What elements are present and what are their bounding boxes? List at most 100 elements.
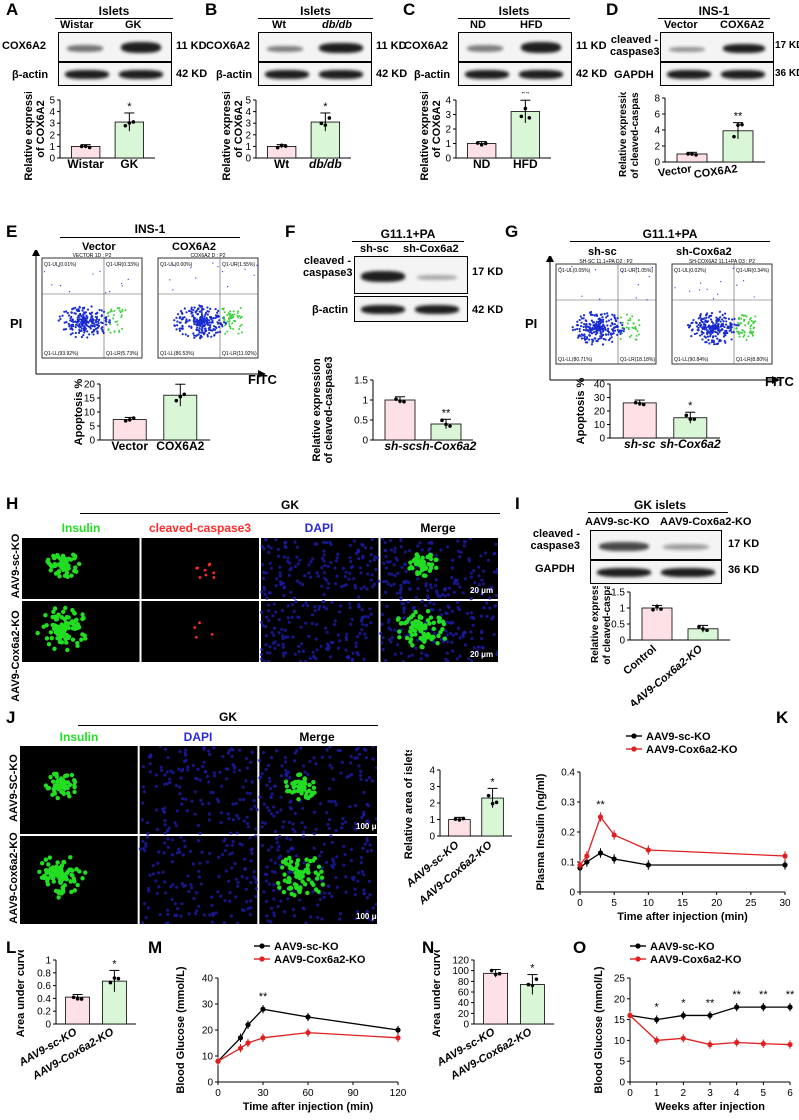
- nucleus: [369, 552, 373, 557]
- nucleus: [228, 891, 232, 895]
- panel-label-L: L: [6, 938, 17, 957]
- event-dot: [216, 311, 219, 314]
- nucleus: [269, 795, 273, 800]
- nucleus: [475, 649, 479, 653]
- nucleus: [374, 567, 378, 572]
- insulin-cell: [67, 794, 72, 799]
- nucleus: [326, 884, 331, 888]
- nucleus: [480, 592, 484, 596]
- nucleus: [265, 650, 269, 655]
- data-point: [275, 145, 280, 150]
- flow-plot: [671, 263, 773, 365]
- event-dot: [694, 321, 698, 324]
- nucleus: [368, 607, 372, 611]
- nucleus: [349, 858, 353, 863]
- insulin-cell: [52, 555, 57, 561]
- nucleus: [229, 831, 233, 835]
- event-dot: [104, 319, 107, 322]
- y-tick-label: 0: [89, 436, 95, 447]
- insulin-cell: [83, 870, 88, 875]
- insulin-cell: [41, 873, 47, 879]
- insulin-cell: [440, 627, 445, 632]
- blot-F-1: [354, 256, 468, 294]
- event-dot: [696, 325, 699, 328]
- nucleus: [332, 862, 336, 867]
- nucleus: [399, 583, 403, 588]
- nucleus: [330, 894, 334, 899]
- nucleus: [146, 832, 150, 836]
- insulin-cell: [63, 556, 68, 562]
- nucleus: [248, 913, 252, 917]
- blot-D-2: [660, 62, 774, 86]
- event-dot: [706, 332, 709, 336]
- event-dot: [674, 287, 676, 289]
- event-dot-green: [637, 319, 640, 322]
- nucleus: [340, 826, 344, 830]
- y-tick-label: 100: [452, 966, 469, 977]
- insulin-cell: [282, 878, 288, 883]
- insulin-cell: [44, 636, 50, 641]
- nucleus: [321, 600, 325, 604]
- event-dot-green: [238, 315, 241, 318]
- event-dot: [602, 323, 605, 326]
- nucleus: [281, 642, 285, 646]
- nucleus: [402, 607, 406, 611]
- nucleus: [399, 545, 403, 549]
- y-tick-label: 15: [614, 1015, 626, 1026]
- nucleus: [347, 774, 352, 778]
- event-dot: [173, 324, 176, 327]
- nucleus: [354, 641, 358, 645]
- nucleus: [282, 910, 287, 914]
- event-dot: [83, 311, 86, 314]
- nucleus: [380, 612, 385, 617]
- nucleus: [237, 816, 241, 820]
- nucleus: [492, 552, 496, 556]
- y-axis-label: of cleaved-caspase3: [323, 356, 335, 463]
- event-dot-green: [625, 313, 628, 316]
- nucleus: [286, 635, 290, 639]
- chart-N: 020406080100120AAV9-sc-KOAAV9-Cox6a2-KO*…: [431, 950, 554, 1083]
- nucleus: [180, 882, 184, 886]
- nucleus: [286, 604, 290, 608]
- nucleus: [281, 651, 286, 655]
- y-tick-label: 0: [619, 1078, 625, 1089]
- title-line-J: [78, 725, 378, 726]
- nucleus: [363, 546, 368, 550]
- panel-label-J: J: [6, 708, 16, 727]
- significance: **: [259, 991, 268, 1003]
- nucleus: [170, 860, 175, 864]
- nucleus: [424, 584, 428, 588]
- blot-A-1: [58, 32, 172, 62]
- event-dot: [188, 325, 191, 328]
- insulin-cell: [55, 795, 60, 801]
- event-dot-green: [747, 322, 750, 325]
- event-dot: [709, 329, 712, 333]
- quad-label: Q1-LL(93.92%): [44, 351, 79, 357]
- nucleus: [266, 544, 271, 548]
- nucleus: [380, 622, 384, 626]
- event-dot-green: [236, 312, 239, 315]
- y-tick-label: 1: [362, 396, 368, 407]
- insulin-cell: [35, 630, 40, 636]
- y-axis-label: Apoptosis %: [575, 378, 587, 444]
- event-dot-green: [622, 326, 625, 329]
- nucleus: [174, 885, 179, 889]
- nucleus: [354, 644, 358, 649]
- nucleus: [286, 897, 290, 901]
- event-dot: [95, 312, 99, 315]
- event-dot: [93, 329, 96, 332]
- event-dot: [697, 326, 700, 330]
- nucleus: [293, 540, 297, 544]
- event-dot: [196, 326, 199, 329]
- nucleus: [456, 626, 461, 630]
- nucleus: [308, 656, 312, 660]
- event-dot: [705, 328, 708, 331]
- caspase-dot: [212, 576, 216, 579]
- nucleus: [157, 850, 161, 854]
- y-axis-label: Relative expression: [23, 92, 35, 181]
- nucleus: [390, 572, 394, 576]
- data-point: [394, 397, 398, 401]
- nucleus: [230, 754, 234, 759]
- nucleus: [179, 914, 183, 918]
- title-J: GK: [219, 710, 237, 724]
